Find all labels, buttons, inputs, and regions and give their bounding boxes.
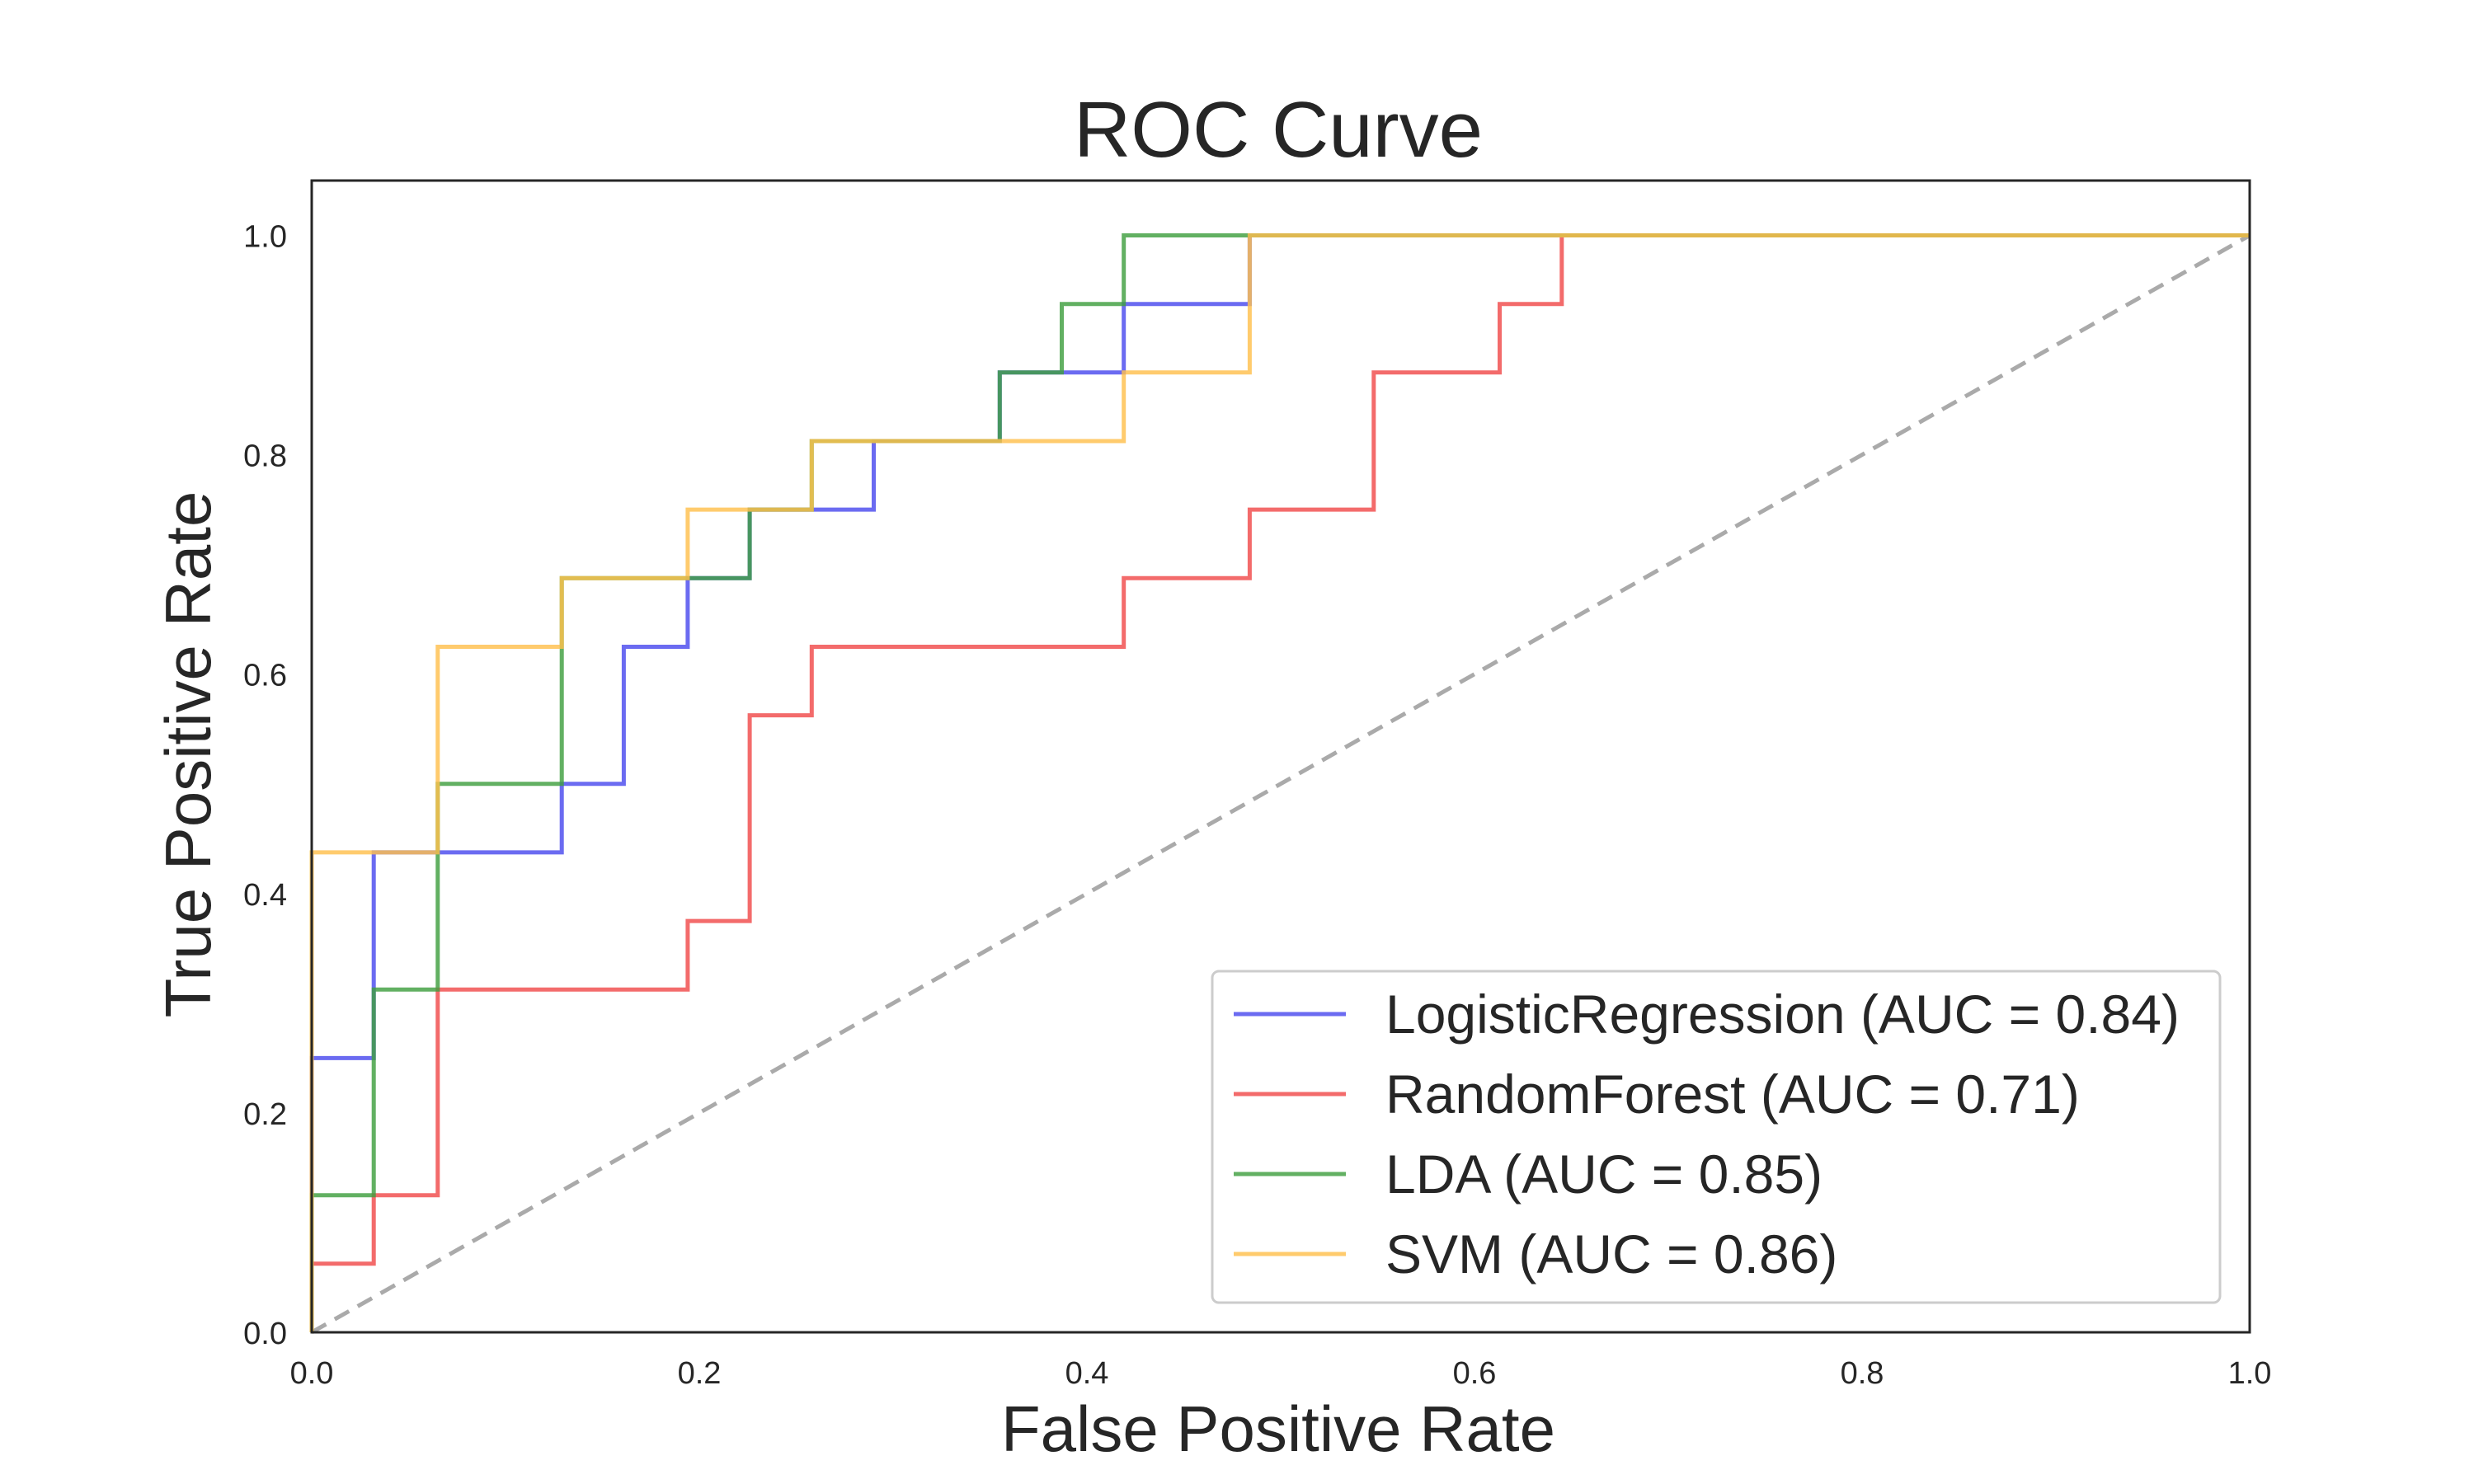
plot-frame [310,179,2251,1334]
y-tick-label: 0.2 [243,1097,287,1132]
chart-title: ROC Curve [1074,86,1483,174]
x-tick-label: 1.0 [2228,1356,2272,1391]
y-axis-label: True Positive Rate [152,491,224,1018]
y-tick-label: 0.4 [243,878,287,913]
plot-area: 0.0 0.2 0.4 0.6 0.8 1.0 0.0 0.2 0.4 0.6 0.8 1.0 Logi… [243,179,2272,1391]
series-line-3 [309,233,2250,1332]
y-tick-label: 1.0 [243,220,287,255]
x-tick-label: 0.8 [1841,1356,1884,1391]
legend-label-0: LogisticRegression (AUC = 0.84) [1385,984,2180,1045]
legend-box [1211,970,2222,1304]
x-tick-label: 0.0 [290,1356,334,1391]
x-tick-label: 0.4 [1065,1356,1109,1391]
x-tick-label: 0.6 [1453,1356,1497,1391]
x-tick-label: 0.2 [678,1356,722,1391]
y-tick-label: 0.8 [243,439,287,474]
y-tick-label: 0.6 [243,659,287,693]
series-line-1 [309,233,2250,1332]
legend-label-1: RandomForest (AUC = 0.71) [1385,1064,2080,1125]
x-axis-label: False Positive Rate [1001,1392,1555,1465]
series-line-2 [309,233,2250,1332]
legend-label-3: SVM (AUC = 0.86) [1385,1223,1837,1284]
y-tick-label: 0.0 [243,1317,287,1351]
chance-diagonal-line [310,233,2251,1335]
legend-label-2: LDA (AUC = 0.85) [1385,1144,1823,1205]
